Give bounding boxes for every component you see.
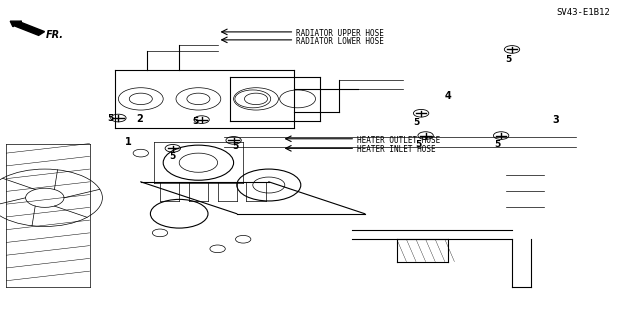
Text: 5: 5: [413, 118, 419, 127]
Text: HEATER OUTLET HOSE: HEATER OUTLET HOSE: [357, 136, 440, 145]
Text: 5: 5: [193, 117, 199, 126]
Text: RADIATOR LOWER HOSE: RADIATOR LOWER HOSE: [296, 37, 384, 46]
Text: FR.: FR.: [46, 30, 64, 40]
Text: 5: 5: [494, 140, 500, 149]
Text: 5: 5: [107, 115, 113, 123]
Text: 3: 3: [552, 115, 559, 125]
Text: SV43-E1B12: SV43-E1B12: [557, 8, 611, 17]
Text: 5: 5: [506, 55, 512, 63]
Text: 5: 5: [415, 140, 422, 149]
FancyArrow shape: [10, 21, 45, 35]
Text: 5: 5: [169, 152, 175, 161]
Text: 5: 5: [232, 142, 238, 151]
Text: HEATER INLET HOSE: HEATER INLET HOSE: [357, 145, 436, 154]
Text: 4: 4: [445, 91, 451, 101]
Text: 2: 2: [136, 114, 143, 124]
Text: RADIATOR UPPER HOSE: RADIATOR UPPER HOSE: [296, 29, 384, 38]
Text: 1: 1: [125, 137, 131, 147]
